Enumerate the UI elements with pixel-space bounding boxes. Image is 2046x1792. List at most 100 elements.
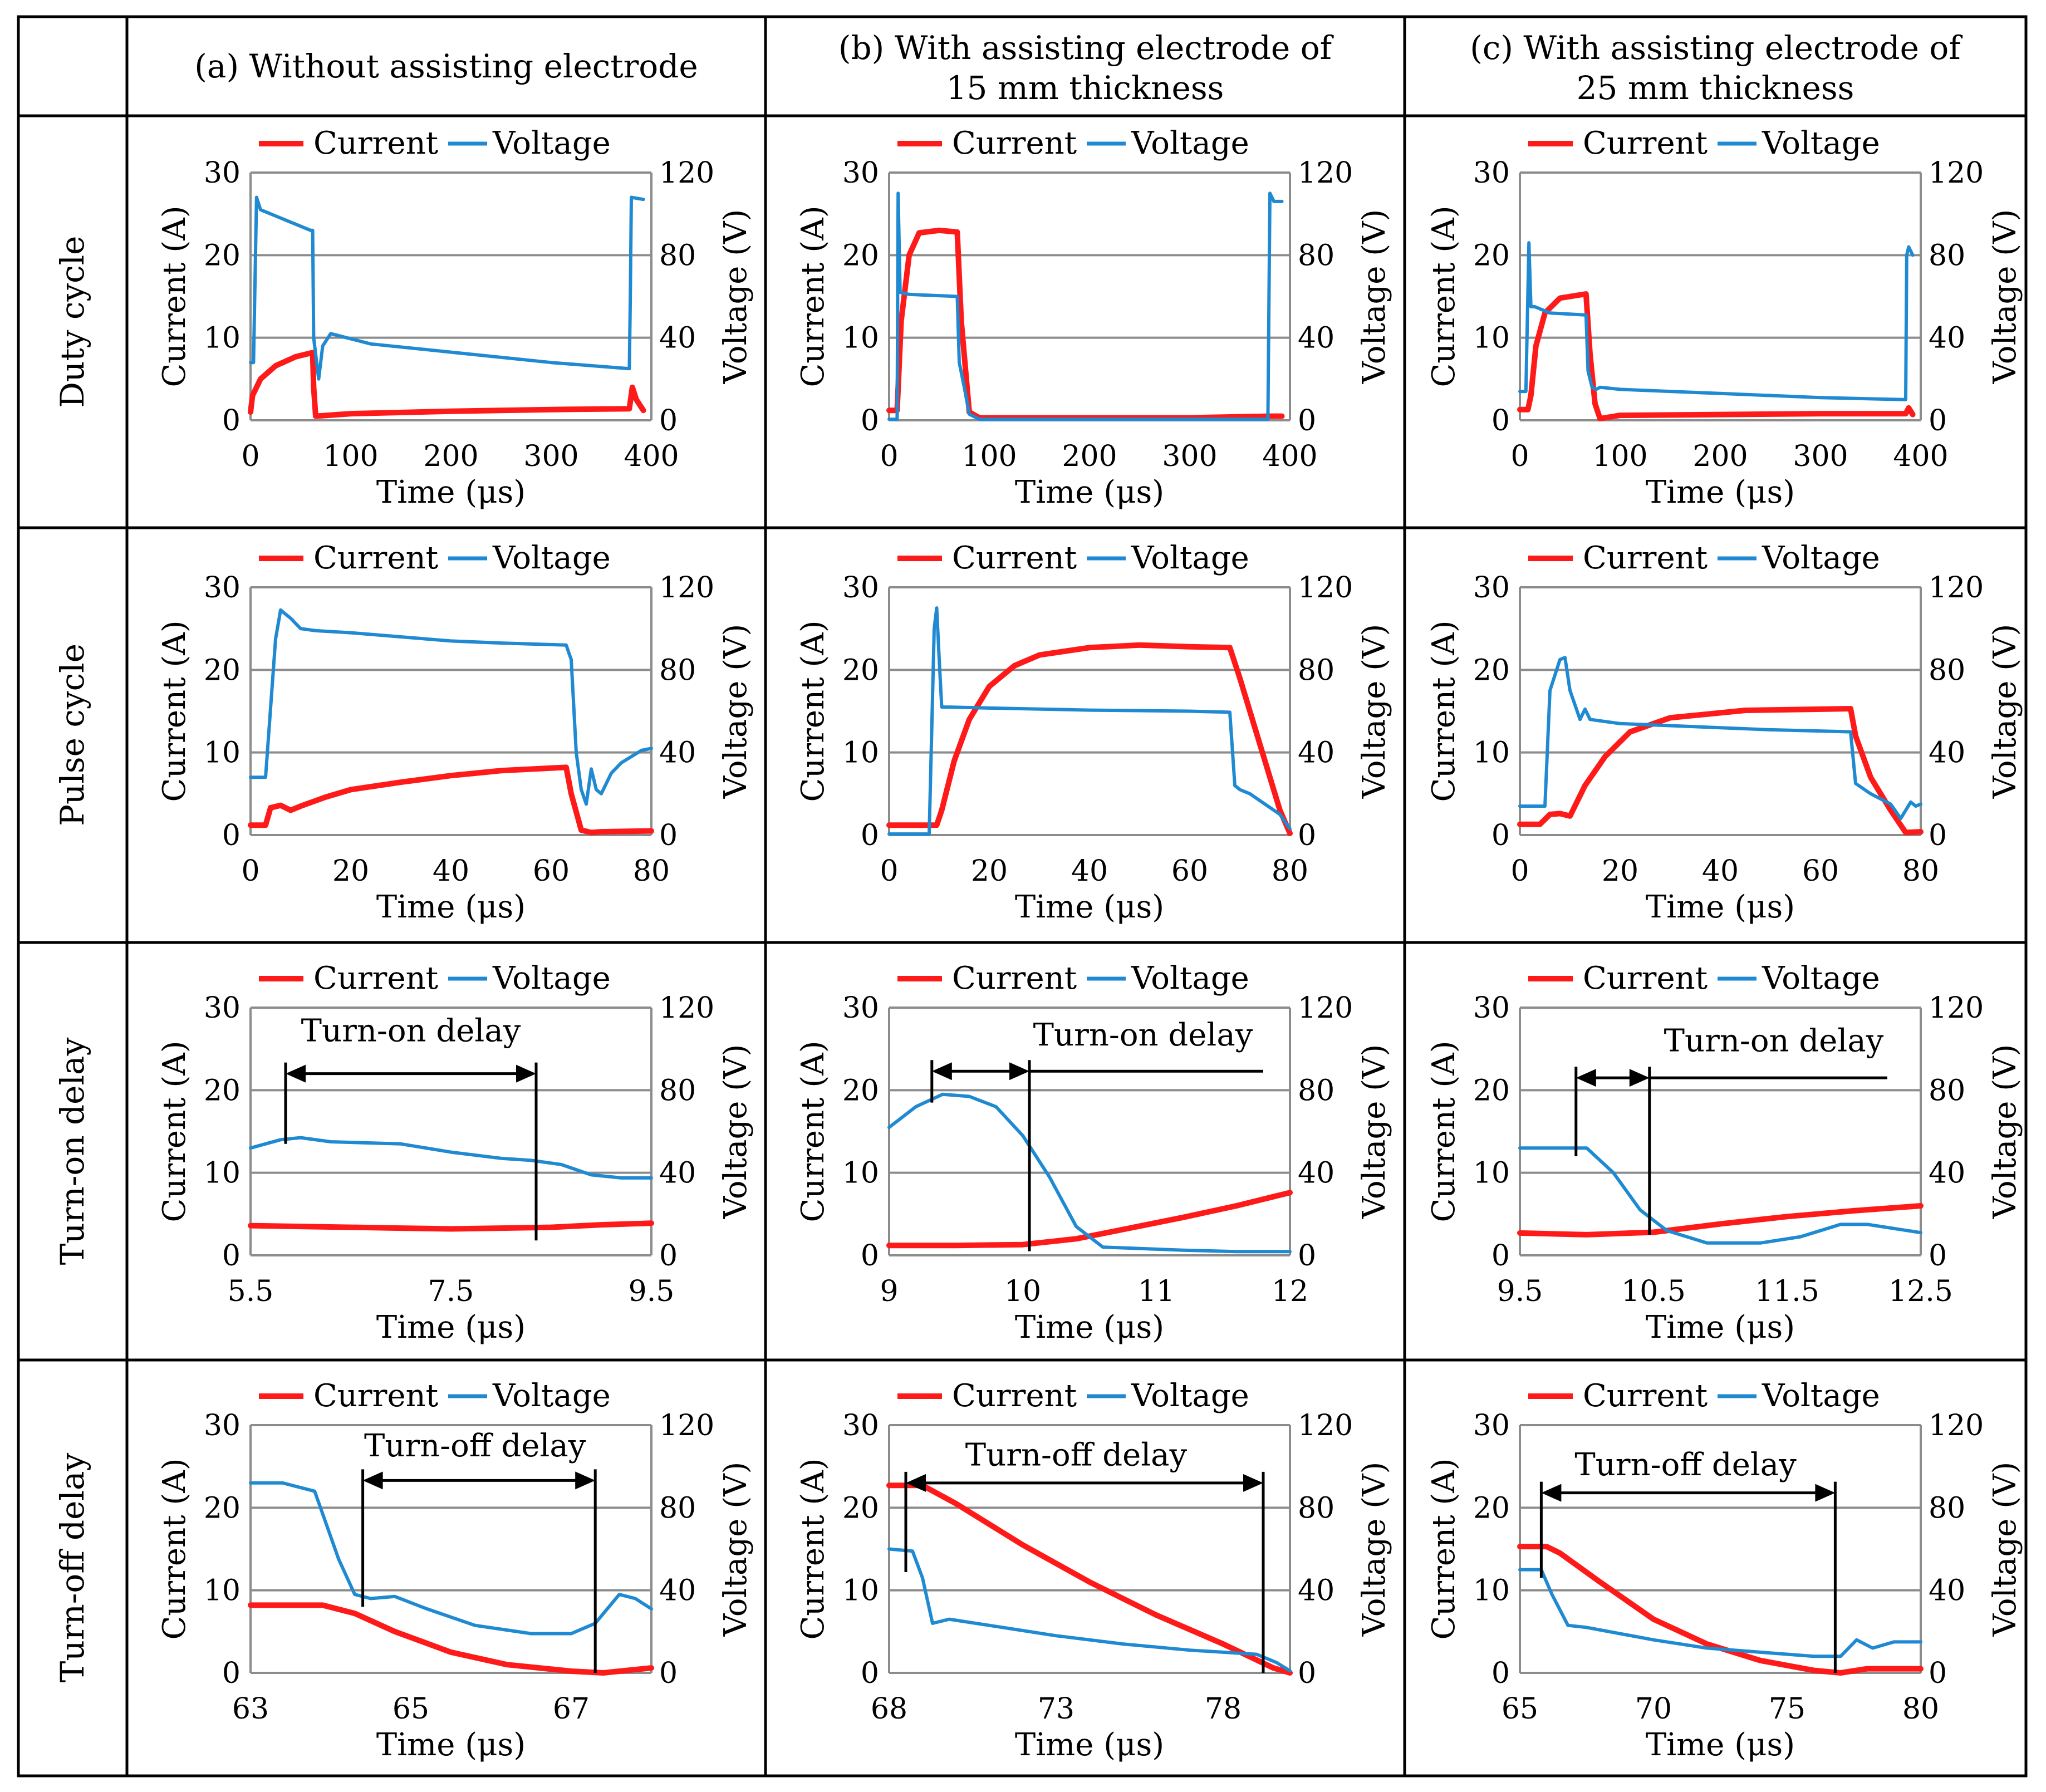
y-tick-label: 20 bbox=[204, 654, 241, 687]
x-axis-title: Time (μs) bbox=[1646, 1727, 1795, 1763]
delay-arrowhead-left bbox=[362, 1471, 383, 1490]
x-tick-label: 0 bbox=[880, 855, 898, 888]
x-tick-label: 60 bbox=[1171, 855, 1208, 888]
y2-tick-label: 120 bbox=[1929, 156, 1984, 190]
y2-tick-label: 40 bbox=[659, 322, 696, 355]
legend-current-label: Current bbox=[1583, 125, 1708, 161]
y-tick-label: 20 bbox=[842, 654, 879, 687]
x-axis-title: Time (μs) bbox=[376, 1727, 526, 1763]
x-tick-label: 65 bbox=[392, 1692, 429, 1726]
x-tick-label: 10.5 bbox=[1621, 1275, 1686, 1308]
x-tick-label: 40 bbox=[1702, 855, 1739, 888]
x-tick-label: 9.5 bbox=[1497, 1275, 1543, 1308]
y2-axis-title: Voltage (V) bbox=[1356, 1044, 1392, 1220]
x-tick-label: 7.5 bbox=[428, 1275, 474, 1308]
y2-axis-title: Voltage (V) bbox=[1356, 624, 1392, 799]
x-tick-label: 75 bbox=[1769, 1692, 1805, 1726]
voltage-series-line bbox=[249, 1481, 653, 1636]
y-tick-label: 20 bbox=[204, 1491, 241, 1525]
y-tick-label: 0 bbox=[861, 1657, 879, 1690]
y2-tick-label: 120 bbox=[659, 571, 714, 605]
x-axis-title: Time (μs) bbox=[1646, 889, 1795, 925]
legend-voltage-label: Voltage bbox=[1762, 1378, 1880, 1414]
y-tick-label: 0 bbox=[222, 1239, 241, 1273]
y2-axis-title: Voltage (V) bbox=[718, 1462, 754, 1637]
y-tick-label: 0 bbox=[861, 1239, 879, 1273]
legend-current-label: Current bbox=[952, 540, 1077, 576]
y2-tick-label: 0 bbox=[659, 1239, 678, 1273]
x-tick-label: 60 bbox=[533, 855, 570, 888]
current-series-line bbox=[886, 1190, 1293, 1249]
y2-tick-label: 120 bbox=[1929, 571, 1984, 605]
x-tick-label: 78 bbox=[1205, 1692, 1242, 1726]
x-tick-label: 20 bbox=[971, 855, 1008, 888]
chart-pulse-c: 0 10 20 30 0 40 80 120 0 20 40 60 80 Time (μs) Current… bbox=[1426, 540, 2023, 925]
y2-tick-label: 80 bbox=[1929, 654, 1965, 687]
legend-voltage-label: Voltage bbox=[1762, 125, 1880, 161]
legend-voltage-label: Voltage bbox=[1762, 540, 1880, 576]
legend-current-label: Current bbox=[952, 125, 1077, 161]
x-axis-title: Time (μs) bbox=[1015, 889, 1164, 925]
x-axis-title: Time (μs) bbox=[1015, 1727, 1164, 1763]
chart-pulse-b: 0 10 20 30 0 40 80 120 0 20 40 60 80 Time (μs) Current… bbox=[795, 540, 1392, 925]
x-tick-label: 40 bbox=[1071, 855, 1108, 888]
legend-current-label: Current bbox=[952, 960, 1077, 996]
y-axis-title: Current (A) bbox=[156, 620, 193, 802]
x-tick-label: 9.5 bbox=[629, 1275, 675, 1308]
y-axis-title: Current (A) bbox=[156, 1040, 193, 1222]
legend-current-label: Current bbox=[1583, 1378, 1708, 1414]
x-tick-label: 0 bbox=[1510, 440, 1529, 473]
y-axis-title: Current (A) bbox=[156, 205, 193, 387]
x-tick-label: 40 bbox=[433, 855, 469, 888]
legend-voltage-label: Voltage bbox=[1131, 960, 1249, 996]
y-tick-label: 20 bbox=[1473, 1491, 1510, 1525]
y2-tick-label: 40 bbox=[659, 737, 696, 770]
current-series-line bbox=[886, 642, 1293, 836]
y2-tick-label: 0 bbox=[659, 1657, 678, 1690]
x-tick-label: 300 bbox=[523, 440, 578, 473]
chart-off-a: 0 10 20 30 0 40 80 120 63 65 67 Time (μs) Current (A… bbox=[156, 1378, 754, 1763]
y-tick-label: 10 bbox=[842, 1574, 879, 1608]
y2-tick-label: 40 bbox=[1298, 737, 1334, 770]
delay-arrowhead-right bbox=[516, 1064, 536, 1083]
y-tick-label: 30 bbox=[204, 571, 241, 605]
chart-on-b: 0 10 20 30 0 40 80 120 9 10 11 12 Time (μs) Current (… bbox=[795, 960, 1392, 1346]
y-tick-label: 30 bbox=[842, 991, 879, 1025]
x-tick-label: 400 bbox=[1262, 440, 1317, 473]
y2-tick-label: 80 bbox=[1929, 1074, 1965, 1107]
y2-tick-label: 40 bbox=[1298, 1574, 1334, 1608]
x-tick-label: 80 bbox=[1272, 855, 1308, 888]
y2-tick-label: 120 bbox=[1298, 991, 1353, 1025]
y-tick-label: 20 bbox=[1473, 239, 1510, 272]
y-tick-label: 0 bbox=[222, 819, 241, 852]
y2-axis-title: Voltage (V) bbox=[1987, 1462, 2023, 1637]
x-axis-title: Time (μs) bbox=[376, 474, 526, 510]
delay-arrowhead-right bbox=[575, 1471, 596, 1490]
column-header-b: (b) With assisting electrode of 15 mm th… bbox=[838, 29, 1332, 107]
legend-voltage-label: Voltage bbox=[492, 540, 611, 576]
y2-tick-label: 80 bbox=[659, 654, 696, 687]
y-axis-title: Current (A) bbox=[795, 1458, 831, 1639]
x-tick-label: 63 bbox=[232, 1692, 269, 1726]
y-tick-label: 0 bbox=[1491, 1239, 1510, 1273]
delay-label: Turn-off delay bbox=[364, 1428, 586, 1464]
x-tick-label: 12 bbox=[1272, 1275, 1308, 1308]
delay-arrowhead-right bbox=[1815, 1484, 1836, 1502]
y2-tick-label: 0 bbox=[1298, 1239, 1316, 1273]
x-tick-label: 0 bbox=[880, 440, 898, 473]
x-tick-label: 0 bbox=[1510, 855, 1529, 888]
y-tick-label: 30 bbox=[204, 1409, 241, 1442]
x-tick-label: 60 bbox=[1802, 855, 1839, 888]
y2-tick-label: 120 bbox=[659, 1409, 714, 1442]
y2-tick-label: 80 bbox=[1298, 239, 1334, 272]
chart-off-b: 0 10 20 30 0 40 80 120 68 73 78 Time (μs) Current (A… bbox=[795, 1378, 1392, 1763]
x-axis-title: Time (μs) bbox=[1646, 474, 1795, 510]
x-tick-label: 11.5 bbox=[1755, 1275, 1819, 1308]
y-axis-title: Current (A) bbox=[795, 1040, 831, 1222]
y-tick-label: 30 bbox=[842, 571, 879, 605]
y2-tick-label: 40 bbox=[659, 1574, 696, 1608]
legend-voltage-label: Voltage bbox=[492, 960, 611, 996]
y-tick-label: 0 bbox=[1491, 404, 1510, 438]
y2-tick-label: 120 bbox=[1298, 1409, 1353, 1442]
x-axis-title: Time (μs) bbox=[1015, 474, 1164, 510]
